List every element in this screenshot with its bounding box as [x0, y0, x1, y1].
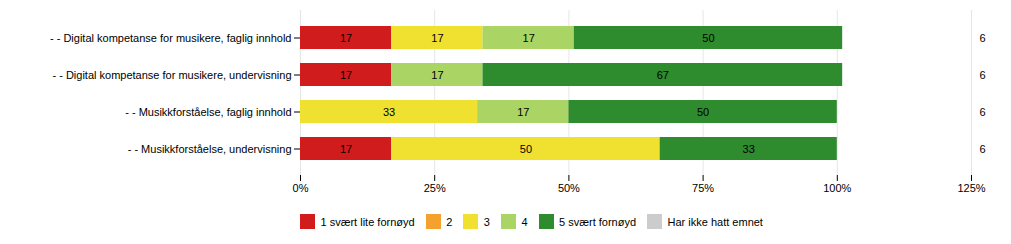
html-text:1 svært lite fornøyd: 1 svært lite fornøyd: [320, 215, 415, 228]
svg-text:0%: 0%: [293, 182, 309, 194]
svg-text:50: 50: [697, 106, 709, 118]
svg-text:17: 17: [340, 32, 352, 44]
svg-text:6: 6: [980, 32, 986, 44]
svg-text:17: 17: [523, 32, 535, 44]
svg-text:- - Digital kompetanse for mus: - - Digital kompetanse for musikere, fag…: [50, 32, 292, 44]
svg-text:125%: 125%: [957, 182, 985, 194]
svg-text:6: 6: [980, 143, 986, 155]
svg-text:25%: 25%: [424, 182, 446, 194]
svg-text:- - Digital kompetanse for mus: - - Digital kompetanse for musikere, und…: [52, 69, 291, 81]
svg-text:- - Musikkforståelse, faglig i: - - Musikkforståelse, faglig innhold: [125, 106, 291, 118]
svg-text:6: 6: [980, 106, 986, 118]
html-text:Har ikke hatt emnet: Har ikke hatt emnet: [667, 215, 763, 228]
svg-text:17: 17: [431, 69, 443, 81]
svg-text:50%: 50%: [558, 182, 580, 194]
svg-text:17: 17: [340, 69, 352, 81]
html-text:3: 3: [483, 215, 490, 228]
svg-text:100%: 100%: [823, 182, 851, 194]
svg-text:33: 33: [383, 106, 395, 118]
svg-text:6: 6: [980, 69, 986, 81]
svg-text:75%: 75%: [692, 182, 714, 194]
svg-text:17: 17: [340, 143, 352, 155]
svg-text:33: 33: [743, 143, 755, 155]
svg-text:50: 50: [520, 143, 532, 155]
svg-text:50: 50: [702, 32, 714, 44]
html-text:2: 2: [446, 215, 453, 228]
svg-text:17: 17: [431, 32, 443, 44]
svg-text:67: 67: [657, 69, 669, 81]
svg-text:- - Musikkforståelse, undervis: - - Musikkforståelse, undervisning: [128, 143, 292, 155]
html-text:5 svært fornøyd: 5 svært fornøyd: [559, 215, 636, 228]
svg-text:17: 17: [517, 106, 529, 118]
html-text:4: 4: [521, 215, 528, 228]
